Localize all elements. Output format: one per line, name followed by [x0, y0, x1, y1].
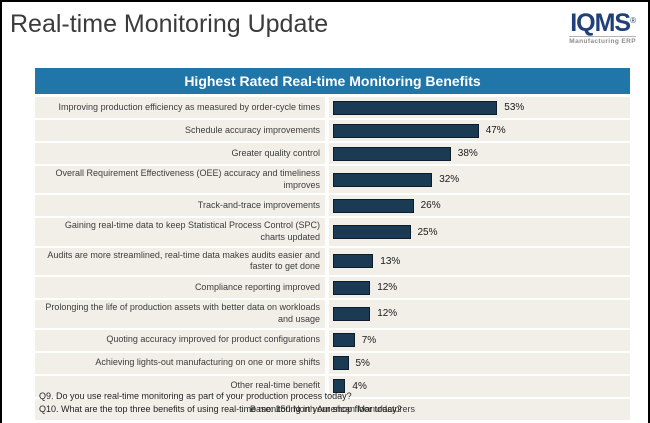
bar-cell: 5%	[329, 353, 630, 374]
category-label: Achieving lights-out manufacturing on on…	[35, 352, 329, 374]
chart-row: Track-and-trace improvements 26%	[35, 195, 630, 217]
iqms-logo-word: IQMS	[570, 9, 631, 37]
chart-row: Quoting accuracy improved for product co…	[35, 329, 630, 351]
chart-row: Audits are more streamlined, real-time d…	[35, 247, 630, 276]
bar	[333, 379, 346, 393]
logo-divider	[569, 36, 636, 37]
chart-row: Achieving lights-out manufacturing on on…	[35, 352, 630, 374]
bar	[333, 225, 411, 240]
chart-rows: Improving production efficiency as measu…	[35, 97, 630, 397]
category-label: Other real-time benefit	[35, 375, 329, 397]
page-title: Real-time Monitoring Update	[10, 10, 329, 38]
bar-value-label: 38%	[457, 148, 478, 159]
bar	[333, 333, 355, 347]
bar-value-label: 5%	[355, 357, 370, 369]
category-label: Prolonging the life of production assets…	[35, 300, 329, 328]
category-label: Overall Requirement Effectiveness (OEE) …	[35, 166, 329, 194]
bar	[333, 254, 374, 269]
bar	[333, 172, 433, 187]
bar-value-label: 4%	[352, 380, 367, 392]
bar-value-label: 47%	[485, 125, 506, 136]
bar-value-label: 26%	[420, 200, 441, 212]
bar	[333, 306, 371, 321]
bar	[333, 280, 371, 295]
category-label: Track-and-trace improvements	[35, 195, 329, 217]
survey-questions: Q9. Do you use real-time monitoring as p…	[39, 390, 402, 415]
bar	[333, 198, 414, 213]
category-label: Compliance reporting improved	[35, 277, 329, 299]
chart-row: Compliance reporting improved 12%	[35, 277, 630, 299]
chart-row: Greater quality control 38%	[35, 143, 630, 164]
bar-value-label: 25%	[417, 226, 438, 238]
base-note: Base: 150 North American Manufacturers	[35, 398, 630, 420]
top-area: Real-time Monitoring Update IQMS® Manufa…	[2, 2, 648, 60]
category-label: Schedule accuracy improvements	[35, 120, 329, 141]
chart-row: Overall Requirement Effectiveness (OEE) …	[35, 166, 630, 194]
bar-cell: 25%	[329, 218, 630, 245]
bar-cell: 12%	[329, 277, 630, 298]
chart-row: Prolonging the life of production assets…	[35, 300, 630, 328]
chart-title: Highest Rated Real-time Monitoring Benef…	[35, 68, 630, 94]
iqms-logo-subtext: Manufacturing ERP	[569, 38, 636, 45]
bar-cell: 26%	[329, 195, 630, 216]
bar-value-label: 7%	[361, 334, 377, 346]
bar-cell: 32%	[329, 166, 630, 193]
iqms-logo: IQMS® Manufacturing ERP	[569, 8, 638, 45]
bar-cell: 53%	[329, 97, 630, 118]
bar-cell: 13%	[329, 248, 630, 275]
chart-row: Other real-time benefit 4%	[35, 375, 630, 397]
bar-cell: 38%	[329, 143, 630, 164]
chart-row: Schedule accuracy improvements 47%	[35, 120, 630, 141]
bar-value-label: 53%	[504, 102, 525, 113]
bar-cell: 7%	[329, 330, 630, 351]
bar-cell: 47%	[329, 120, 630, 141]
category-label: Quoting accuracy improved for product co…	[35, 329, 329, 351]
bar-value-label: 12%	[377, 282, 398, 294]
bar-value-label: 13%	[380, 255, 401, 267]
bar	[333, 356, 349, 370]
bar-value-label: 32%	[439, 174, 460, 186]
bar-value-label: 12%	[377, 308, 398, 320]
registered-mark-icon: ®	[630, 16, 636, 25]
bar-cell: 4%	[329, 376, 630, 397]
chart-panel: Highest Rated Real-time Monitoring Benef…	[35, 68, 630, 420]
category-label: Gaining real-time data to keep Statistic…	[35, 218, 329, 246]
category-label: Greater quality control	[35, 143, 329, 164]
iqms-logo-text: IQMS®	[569, 9, 636, 37]
category-label: Audits are more streamlined, real-time d…	[35, 247, 329, 276]
chart-row: Gaining real-time data to keep Statistic…	[35, 218, 630, 246]
bar	[333, 100, 498, 115]
bar	[333, 146, 451, 161]
question-q9: Q9. Do you use real-time monitoring as p…	[39, 391, 352, 401]
bar-cell: 12%	[329, 300, 630, 327]
category-label: Improving production efficiency as measu…	[35, 97, 329, 118]
chart-row: Improving production efficiency as measu…	[35, 97, 630, 118]
question-q10: Q10. What are the top three benefits of …	[39, 403, 402, 414]
bar	[333, 123, 479, 138]
